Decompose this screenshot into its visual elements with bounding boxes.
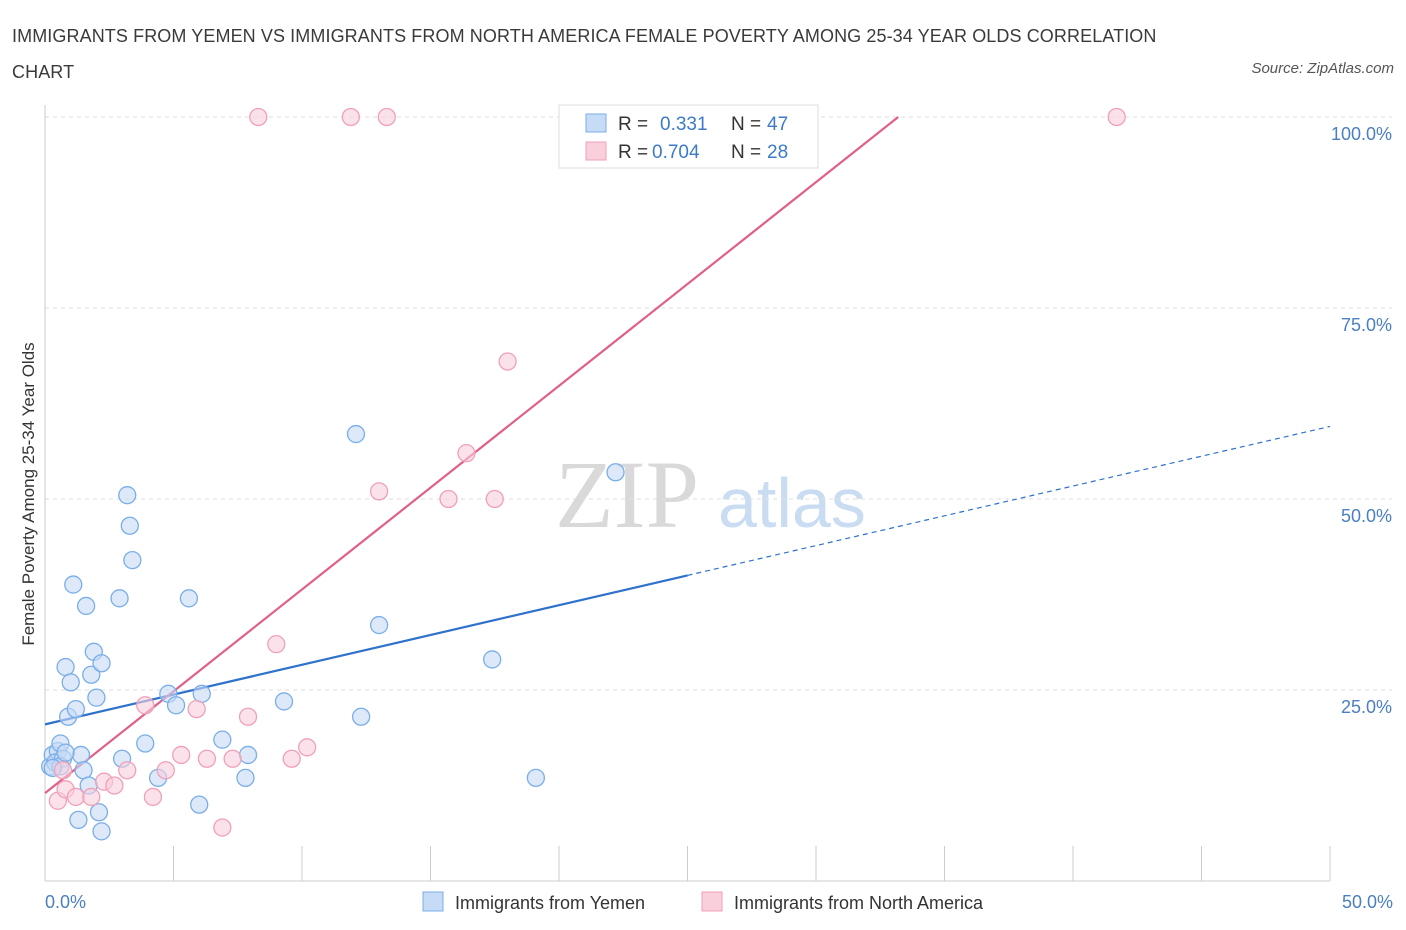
point-yemen (56, 743, 75, 762)
watermark-atlas: atlas (718, 464, 866, 542)
point-yemen (69, 810, 88, 830)
point-north-america (297, 738, 317, 757)
bottom-legend-swatch-yemen (422, 891, 444, 912)
y-tick-label: 50.0% (1341, 506, 1392, 526)
x-tick-label: 50.0% (1342, 892, 1393, 912)
bottom-legend-swatch-north-america (701, 891, 723, 912)
chart-title: IMMIGRANTS FROM YEMEN VS IMMIGRANTS FROM… (12, 26, 1157, 82)
point-yemen (71, 745, 91, 765)
point-north-america (498, 352, 517, 371)
point-yemen (238, 745, 258, 765)
bottom-legend-label-north-america: Immigrants from North America (734, 893, 984, 913)
point-north-america (485, 489, 504, 509)
point-yemen (61, 673, 80, 692)
point-north-america (187, 699, 206, 719)
source-label: Source: ZipAtlas.com (1251, 60, 1394, 77)
point-north-america (457, 444, 476, 463)
legend-n-value-yemen: 47 (767, 114, 788, 135)
point-yemen (483, 650, 502, 669)
point-yemen (346, 424, 366, 444)
legend-r-value-north-america: 0.704 (652, 142, 700, 163)
point-yemen (64, 575, 83, 594)
point-north-america (118, 761, 137, 780)
point-north-america (223, 749, 242, 768)
point-north-america (143, 787, 163, 807)
legend-r-value-yemen: 0.331 (660, 114, 708, 135)
point-yemen (76, 596, 96, 616)
legend-swatch-yemen (585, 113, 607, 133)
point-yemen (526, 768, 546, 788)
point-yemen (82, 665, 101, 684)
top-legend: R = 0.331 N = 47 R = 0.704 N = 28 (558, 104, 819, 169)
point-north-america (377, 107, 396, 127)
x-tick-label: 0.0% (45, 892, 86, 912)
point-yemen (166, 696, 186, 715)
point-yemen (120, 516, 139, 535)
point-north-america (156, 761, 175, 780)
y-axis-label: Female Poverty Among 25-34 Year Olds (19, 342, 38, 645)
point-yemen (190, 795, 209, 814)
trendline-yemen-extension (687, 425, 1331, 576)
legend-n-label-yemen: N = (731, 114, 761, 135)
bottom-legend: Immigrants from Yemen Immigrants from No… (422, 891, 984, 913)
point-yemen (74, 761, 93, 780)
legend-n-value-north-america: 28 (767, 142, 788, 163)
data-points (40, 107, 1126, 841)
point-yemen (89, 803, 109, 822)
point-north-america (267, 635, 286, 654)
point-yemen (213, 730, 232, 749)
point-yemen (87, 688, 106, 707)
point-north-america (136, 696, 155, 715)
point-yemen (92, 654, 111, 673)
watermark-zip: ZIP (555, 441, 699, 548)
point-north-america (1107, 107, 1126, 127)
legend-r-label-north-america: R = (618, 142, 648, 163)
point-north-america (66, 787, 85, 807)
point-north-america (172, 745, 191, 765)
point-north-america (249, 107, 268, 127)
point-yemen (192, 684, 211, 703)
point-yemen (66, 699, 85, 719)
point-yemen (118, 486, 137, 505)
legend-n-label-north-america: N = (731, 142, 761, 163)
point-north-america (197, 749, 217, 768)
point-north-america (105, 776, 124, 795)
point-yemen (606, 463, 625, 482)
point-yemen (92, 822, 111, 841)
legend-r-label-yemen: R = (618, 114, 648, 135)
bottom-legend-label-yemen: Immigrants from Yemen (455, 893, 645, 913)
axes: 25.0% 50.0% 75.0% 100.0% 0.0% 50.0% (44, 105, 1393, 912)
y-tick-label: 100.0% (1331, 124, 1392, 144)
point-yemen (110, 589, 129, 608)
point-north-america (82, 787, 101, 807)
point-yemen (56, 657, 75, 677)
y-tick-label: 75.0% (1341, 315, 1392, 335)
grid-lines (45, 116, 1392, 691)
point-yemen (179, 589, 199, 608)
point-yemen (136, 734, 155, 753)
legend-swatch-north-america (585, 141, 607, 161)
point-yemen (236, 768, 255, 788)
point-yemen (274, 692, 294, 711)
point-north-america (213, 818, 232, 837)
point-north-america (341, 107, 360, 127)
point-north-america (238, 707, 258, 726)
point-north-america (53, 761, 73, 780)
point-north-america (439, 489, 458, 509)
point-north-america (369, 482, 389, 501)
y-tick-label: 25.0% (1341, 697, 1392, 717)
point-yemen (369, 615, 389, 635)
point-yemen (351, 707, 371, 726)
point-yemen (123, 550, 142, 570)
point-north-america (282, 749, 301, 768)
